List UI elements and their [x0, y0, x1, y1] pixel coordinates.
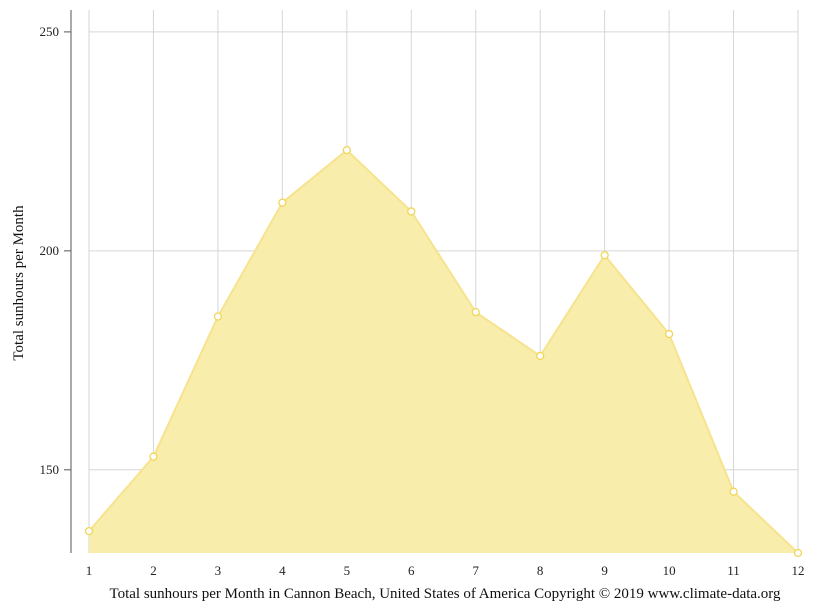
- axes: [64, 10, 72, 553]
- data-point[interactable]: [536, 351, 545, 361]
- x-tick-label: 3: [215, 563, 222, 578]
- data-point[interactable]: [729, 487, 738, 496]
- data-point[interactable]: [793, 548, 803, 558]
- data-point[interactable]: [213, 312, 223, 321]
- x-tick-label: 10: [663, 563, 676, 578]
- x-tick-label: 6: [408, 563, 415, 578]
- data-point[interactable]: [278, 198, 287, 207]
- data-point[interactable]: [407, 207, 416, 216]
- x-tick-label: 12: [792, 563, 805, 578]
- area-fill: [89, 150, 798, 553]
- y-tick-label: 150: [40, 462, 60, 477]
- x-tick-label: 2: [150, 563, 157, 578]
- area-layer: [88, 148, 799, 554]
- series-line: [88, 148, 799, 554]
- data-point[interactable]: [342, 145, 351, 155]
- data-point[interactable]: [471, 308, 480, 317]
- data-points: [84, 145, 803, 558]
- x-tick-label: 9: [601, 563, 608, 578]
- data-point[interactable]: [600, 251, 609, 260]
- y-tick-label: 200: [40, 243, 60, 258]
- y-tick-label: 250: [40, 24, 60, 39]
- chart-caption: Total sunhours per Month in Cannon Beach…: [109, 586, 781, 602]
- data-point[interactable]: [84, 526, 94, 536]
- x-tick-label: 8: [537, 563, 544, 578]
- y-axis-title: Total sunhours per Month: [11, 205, 27, 361]
- x-tick-label: 1: [86, 563, 93, 578]
- x-tick-label: 7: [472, 563, 479, 578]
- data-point[interactable]: [664, 329, 674, 339]
- x-tick-label: 5: [344, 563, 351, 578]
- data-point[interactable]: [149, 452, 158, 461]
- x-tick-label: 4: [279, 563, 286, 578]
- x-tick-label: 11: [727, 563, 740, 578]
